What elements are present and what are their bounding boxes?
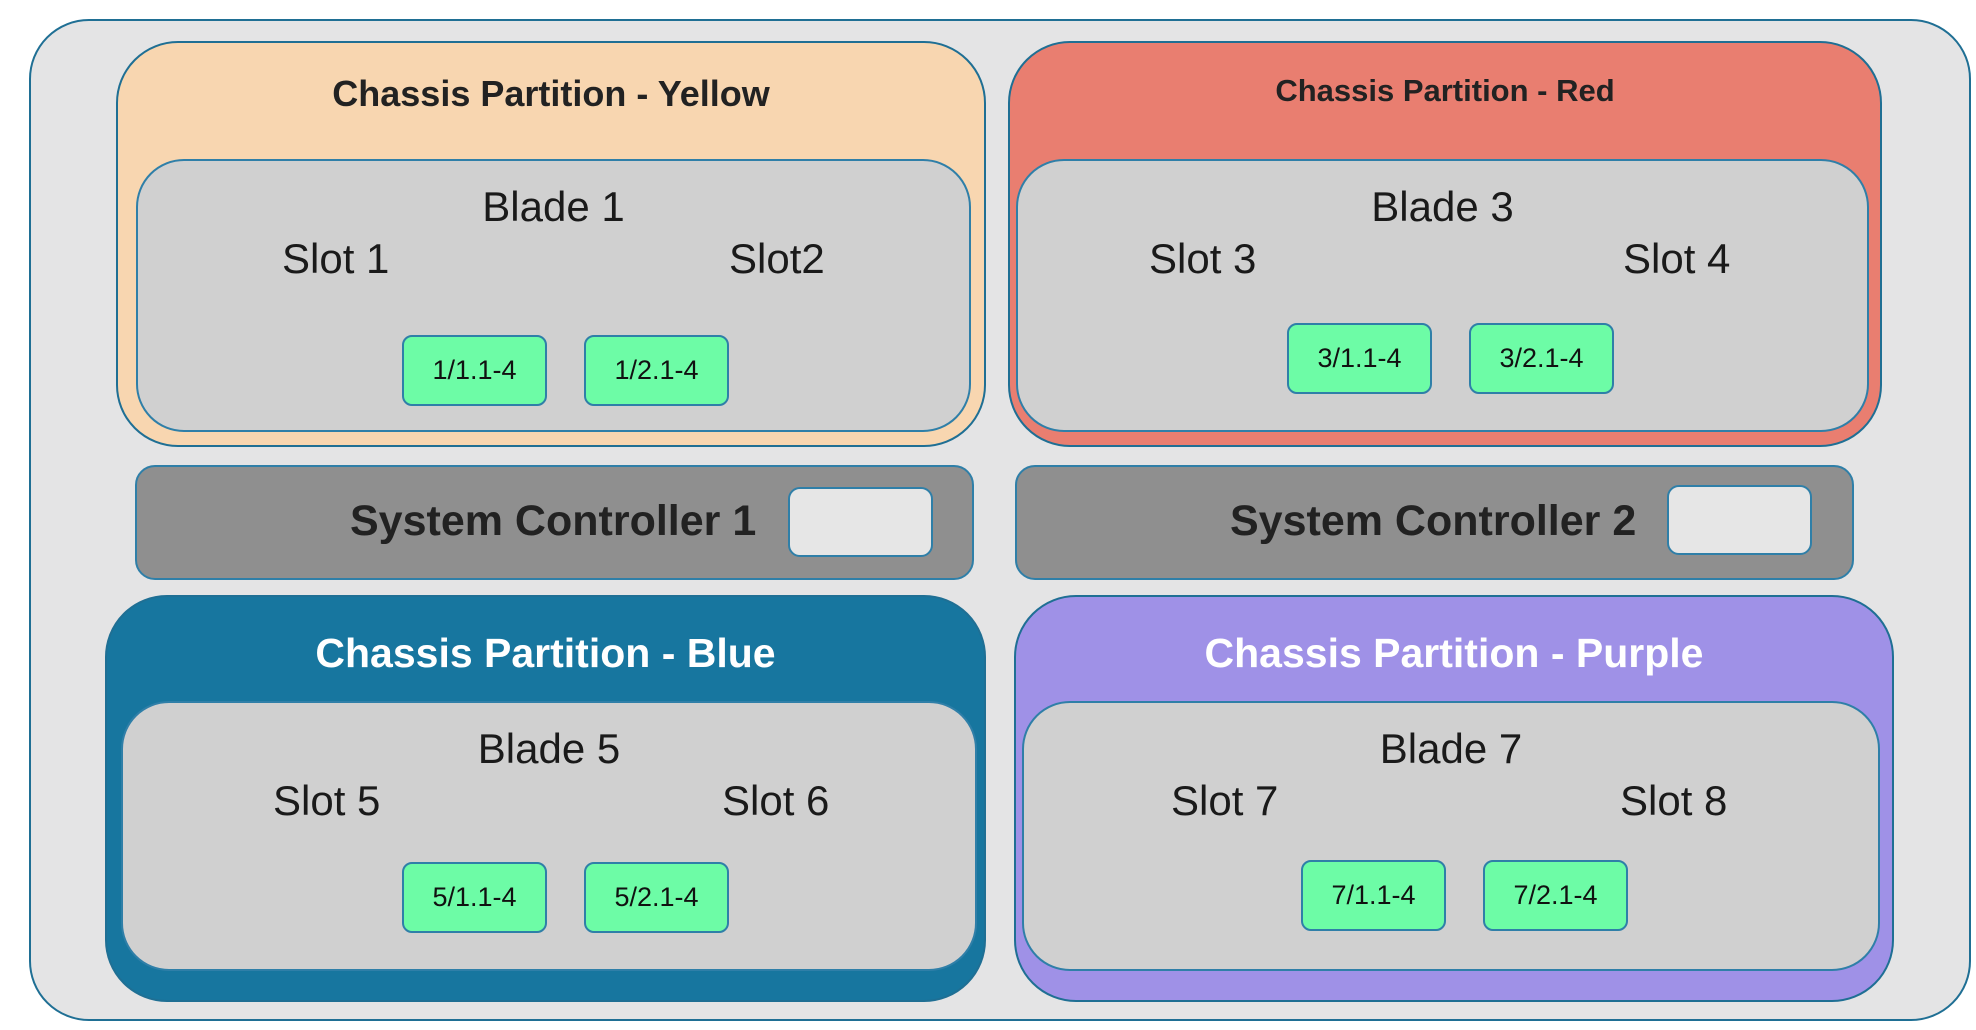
partition-blue: Chassis Partition - Blue Blade 5 Slot 5 … — [105, 595, 986, 1002]
port-box[interactable]: 1/2.1-4 — [584, 335, 729, 406]
partition-title: Chassis Partition - Blue — [315, 630, 776, 676]
slot-label: Slot 5 — [273, 777, 381, 824]
partition-title: Chassis Partition - Red — [1275, 73, 1615, 108]
blade-label: Blade 1 — [482, 183, 625, 230]
blade-label: Blade 3 — [1371, 183, 1514, 230]
slot-label: Slot 4 — [1623, 235, 1731, 282]
blade-7[interactable]: Blade 7 Slot 7 Slot 8 7/1.1-4 7/2.1-4 — [1022, 701, 1880, 971]
slot-label: Slot 3 — [1149, 235, 1257, 282]
partition-title: Chassis Partition - Yellow — [332, 73, 770, 114]
port-box[interactable]: 3/1.1-4 — [1287, 323, 1432, 394]
partition-title: Chassis Partition - Purple — [1204, 630, 1704, 676]
blade-3[interactable]: Blade 3 Slot 3 Slot 4 3/1.1-4 3/2.1-4 — [1016, 159, 1869, 432]
port-box[interactable]: 1/1.1-4 — [402, 335, 547, 406]
port-box[interactable]: 7/2.1-4 — [1483, 860, 1628, 931]
partition-red: Chassis Partition - Red Blade 3 Slot 3 S… — [1008, 41, 1882, 447]
slot-label: Slot 7 — [1171, 777, 1279, 824]
blade-label: Blade 5 — [477, 725, 621, 772]
partition-purple: Chassis Partition - Purple Blade 7 Slot … — [1014, 595, 1894, 1002]
controller-label: System Controller 2 — [1230, 497, 1637, 545]
port-box[interactable]: 3/2.1-4 — [1469, 323, 1614, 394]
system-controller-1[interactable]: System Controller 1 — [135, 465, 974, 580]
controller-label: System Controller 1 — [350, 497, 757, 545]
port-box[interactable]: 7/1.1-4 — [1301, 860, 1446, 931]
slot-label: Slot2 — [729, 235, 825, 282]
slot-label: Slot 6 — [722, 777, 830, 824]
slot-label: Slot 1 — [282, 235, 390, 282]
blade-label: Blade 7 — [1379, 725, 1523, 772]
controller-slot[interactable] — [1667, 485, 1812, 555]
slot-label: Slot 8 — [1620, 777, 1728, 824]
port-box[interactable]: 5/1.1-4 — [402, 862, 547, 933]
controller-slot[interactable] — [788, 487, 933, 557]
port-box[interactable]: 5/2.1-4 — [584, 862, 729, 933]
partition-yellow: Chassis Partition - Yellow Blade 1 Slot … — [116, 41, 986, 447]
blade-5[interactable]: Blade 5 Slot 5 Slot 6 5/1.1-4 5/2.1-4 — [121, 701, 977, 971]
blade-1[interactable]: Blade 1 Slot 1 Slot2 1/1.1-4 1/2.1-4 — [136, 159, 971, 432]
system-controller-2[interactable]: System Controller 2 — [1015, 465, 1854, 580]
